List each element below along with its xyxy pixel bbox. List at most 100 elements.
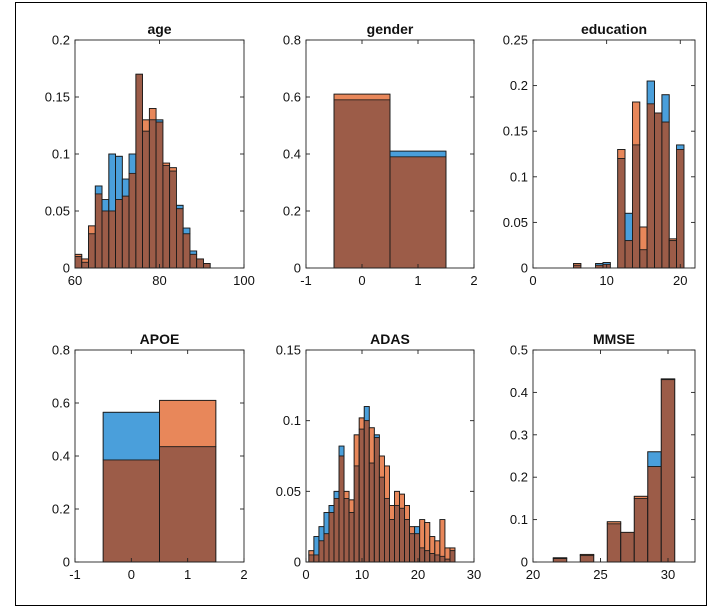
y-tick-label: 0.2 — [510, 78, 528, 93]
bar-orange-excess — [409, 526, 416, 535]
x-tick-label: 1 — [414, 273, 421, 288]
x-tick-label: 20 — [411, 567, 425, 582]
x-tick-label: 30 — [467, 567, 481, 582]
bar-orange-excess — [81, 258, 89, 263]
bar-overlap — [196, 258, 204, 269]
bar-overlap — [439, 555, 446, 563]
bar-blue-excess — [661, 94, 670, 123]
x-tick-label: 100 — [233, 273, 255, 288]
y-tick-label: 0.15 — [276, 343, 301, 358]
bar-orange-excess — [632, 101, 641, 146]
bar-orange-excess — [439, 519, 446, 557]
bar-blue-excess — [175, 204, 184, 210]
bar-overlap — [389, 156, 447, 269]
chart-adas: 0 0.05 0.1 0.15 0 10 20 30 ADAS — [276, 331, 482, 582]
bar-blue-excess — [121, 178, 130, 197]
bar-overlap — [394, 505, 400, 563]
bar-overlap — [654, 112, 663, 269]
bar-overlap — [348, 512, 355, 563]
bar-blue-excess — [115, 155, 123, 200]
bar-orange-excess — [449, 547, 456, 552]
bar-overlap — [647, 466, 662, 563]
axes-box — [305, 349, 475, 563]
x-tick-label: 2 — [470, 273, 477, 288]
y-tick-label: 0.4 — [52, 449, 70, 464]
bar-overlap — [617, 158, 626, 269]
bar-overlap — [203, 263, 211, 269]
bar-overlap — [162, 164, 171, 269]
chart-title: age — [147, 21, 171, 37]
bar-overlap — [102, 459, 160, 563]
bar-overlap — [74, 256, 83, 269]
bar-blue-excess — [328, 505, 335, 513]
bar-orange-excess — [444, 547, 451, 560]
bar-orange-excess — [88, 225, 96, 235]
chart-title: MMSE — [593, 331, 635, 347]
x-tick-label: 30 — [661, 567, 675, 582]
chart-title: APOE — [140, 331, 180, 347]
bar-overlap — [135, 73, 143, 269]
x-tick-label: 2 — [240, 567, 247, 582]
bar-overlap — [94, 193, 103, 269]
bar-orange-excess — [394, 490, 400, 506]
y-tick-label: 0.1 — [283, 413, 301, 428]
bar-overlap — [624, 240, 633, 269]
bar-overlap — [378, 476, 385, 563]
chart-title: education — [581, 21, 647, 37]
bar-orange-excess — [142, 119, 150, 132]
bar-overlap — [318, 540, 325, 563]
chart-title: ADAS — [370, 331, 410, 347]
bar-overlap — [115, 199, 123, 269]
chart-age: 0 0.05 0.1 0.15 0.2 60 80 100 age — [45, 21, 255, 288]
bar-blue-excess — [128, 153, 137, 174]
y-tick-label: 0.2 — [52, 33, 70, 48]
bar-orange-excess — [148, 108, 157, 121]
bar-overlap — [646, 103, 655, 269]
bar-orange-excess — [343, 490, 350, 499]
bar-orange-excess — [169, 167, 177, 172]
y-tick-label: 0.1 — [510, 169, 528, 184]
axes-box — [532, 39, 696, 269]
y-tick-label: 0.2 — [52, 502, 70, 517]
bar-overlap — [424, 550, 431, 563]
y-tick-label: 0.05 — [45, 204, 70, 219]
bar-orange-excess — [617, 149, 626, 159]
bar-blue-excess — [318, 526, 325, 542]
y-tick-label: 0.5 — [510, 343, 528, 358]
bar-orange-excess — [389, 505, 395, 521]
y-tick-label: 0 — [294, 555, 301, 570]
bar-blue-excess — [363, 406, 370, 422]
bar-blue-excess — [108, 153, 116, 212]
bar-orange-excess — [348, 499, 355, 513]
bar-overlap — [148, 119, 157, 269]
y-tick-label: 0.2 — [283, 204, 301, 219]
x-tick-label: 25 — [593, 567, 607, 582]
bar-orange-excess — [159, 399, 217, 448]
bar-overlap — [632, 144, 641, 269]
bar-overlap — [620, 531, 635, 563]
plot-area — [533, 40, 695, 268]
bar-overlap — [404, 519, 410, 563]
x-tick-label: 0 — [358, 273, 365, 288]
axes-box — [532, 349, 696, 563]
y-tick-label: 0.6 — [283, 90, 301, 105]
bar-orange-excess — [333, 93, 391, 101]
bar-overlap — [414, 533, 421, 563]
bar-overlap — [449, 550, 456, 563]
bar-overlap — [606, 523, 622, 563]
bar-overlap — [661, 121, 670, 269]
bar-overlap — [159, 446, 217, 563]
x-tick-label: -1 — [300, 273, 312, 288]
chart-education: 0 0.05 0.1 0.15 0.2 0.25 0 10 20 education — [503, 21, 696, 288]
bar-overlap — [383, 497, 390, 563]
bar-orange-excess — [404, 505, 410, 521]
x-tick-label: 60 — [68, 273, 82, 288]
bar-overlap — [434, 554, 441, 563]
y-tick-label: 0.2 — [510, 470, 528, 485]
bar-overlap — [175, 208, 184, 269]
y-tick-label: 0.6 — [52, 396, 70, 411]
chart-title: gender — [367, 21, 414, 37]
